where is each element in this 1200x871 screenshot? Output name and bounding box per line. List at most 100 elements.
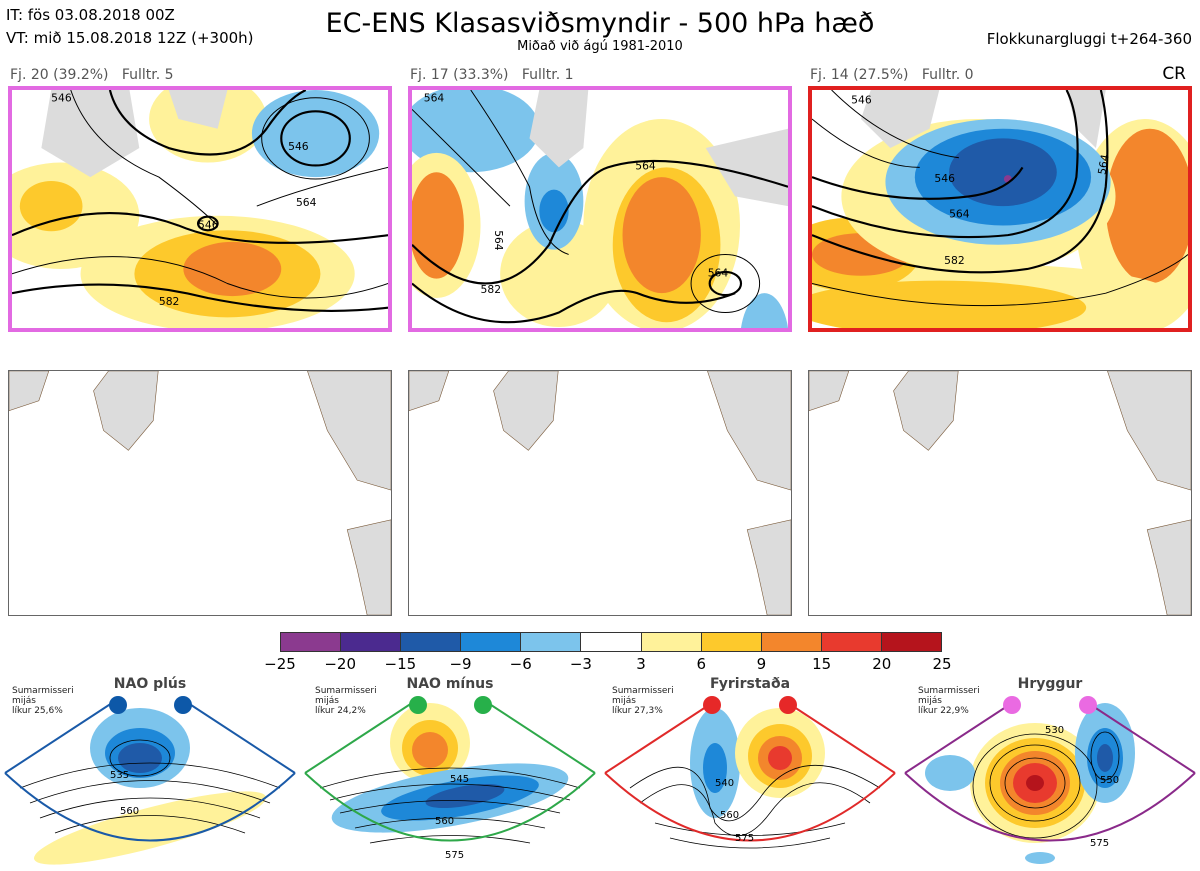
classification-window: Flokkunargluggi t+264-360 xyxy=(986,30,1192,48)
colorbar-tick-label: 25 xyxy=(932,655,952,673)
empty-map-3 xyxy=(808,370,1192,616)
cr-label: CR xyxy=(1162,64,1186,84)
colorbar-tick-label: 20 xyxy=(872,655,892,673)
note-line: mijás xyxy=(918,696,942,706)
contour-label: 564 xyxy=(708,267,729,280)
contour-label: 535 xyxy=(110,770,129,781)
contour-label: 564 xyxy=(296,196,317,209)
contour-label: 564 xyxy=(424,92,445,105)
regime-blocking-map: 540 560 575 xyxy=(604,696,896,849)
note-line: líkur 22,9% xyxy=(918,706,969,716)
regime-title-nao-plus: NAO plús xyxy=(113,676,187,692)
empty-map-2-land xyxy=(409,371,791,615)
valid-time: VT: mið 15.08.2018 12Z (+300h) xyxy=(6,29,254,47)
anomaly-colorbar xyxy=(280,632,942,652)
regime-ridge: 530 550 575 xyxy=(900,678,1200,871)
note-line: líkur 24,2% xyxy=(315,706,366,716)
colorbar-tick-label: −25 xyxy=(264,655,296,673)
cluster-map-1-plot: 546 546 564 582 546 xyxy=(12,90,388,328)
cluster-map-3[interactable]: 546 564 582 564 546 xyxy=(808,86,1192,332)
contour-label: 546 xyxy=(51,92,72,105)
note-line: mijás xyxy=(12,696,36,706)
empty-map-3-land xyxy=(809,371,1191,615)
regime-note-ridge: Sumarmisseri mijás líkur 22,9% xyxy=(918,686,980,716)
colorbar-swatch xyxy=(581,633,642,651)
contour-label: 560 xyxy=(720,810,739,821)
colorbar-tick-label: −3 xyxy=(569,655,592,673)
cluster-map-3-plot: 546 564 582 564 546 xyxy=(812,90,1188,328)
contour-label: 530 xyxy=(1045,725,1064,736)
panel-2-label: Fj. 17 (33.3%) Fulltr. 1 xyxy=(410,67,574,83)
page-title: EC-ENS Klasasviðsmyndir - 500 hPa hæð xyxy=(325,8,875,39)
note-line: Sumarmisseri xyxy=(12,686,74,696)
regime-title-nao-minus: NAO mínus xyxy=(406,676,494,692)
note-line: Sumarmisseri xyxy=(918,686,980,696)
contour-label: 550 xyxy=(1100,775,1119,786)
regime-title-ridge: Hryggur xyxy=(1017,676,1083,692)
note-line: líkur 25,6% xyxy=(12,706,63,716)
panel-1-label: Fj. 20 (39.2%) Fulltr. 5 xyxy=(10,67,174,83)
colorbar-swatch xyxy=(521,633,582,651)
colorbar-swatch xyxy=(881,633,942,651)
contour-label: 540 xyxy=(715,778,734,789)
colorbar-swatch xyxy=(641,633,702,651)
contour-label: 564 xyxy=(949,208,970,221)
contour-label: 546 xyxy=(851,94,872,107)
contour-label: 564 xyxy=(492,230,505,250)
empty-map-1-land xyxy=(9,371,391,615)
colorbar-swatch xyxy=(401,633,462,651)
regime-nao-plus-map: 535 560 xyxy=(4,696,296,865)
colorbar-tick-label: −20 xyxy=(324,655,356,673)
contour-label: 546 xyxy=(934,172,955,185)
regime-ridge-map: 530 550 575 xyxy=(904,696,1196,864)
colorbar-swatch xyxy=(761,633,822,651)
page-subtitle: Miðað við ágú 1981-2010 xyxy=(517,39,683,54)
note-line: mijás xyxy=(315,696,339,706)
contour-label: 582 xyxy=(159,295,180,308)
regime-note-nao-minus: Sumarmisseri mijás líkur 24,2% xyxy=(315,686,377,716)
colorbar-swatch xyxy=(461,633,522,651)
contour-label: 575 xyxy=(735,833,754,844)
contour-label: 546 xyxy=(288,140,309,153)
contour-label: 560 xyxy=(120,806,139,817)
colorbar-swatch xyxy=(821,633,882,651)
colorbar-tick-label: −15 xyxy=(384,655,417,673)
contour-label: 575 xyxy=(445,850,464,861)
contour-label: 582 xyxy=(944,254,965,267)
colorbar-swatch xyxy=(281,633,342,651)
regime-nao-plus: 535 560 xyxy=(0,678,300,871)
cluster-map-2-plot: 564 564 582 564 564 xyxy=(412,90,788,328)
regime-note-nao-plus: Sumarmisseri mijás líkur 25,6% xyxy=(12,686,74,716)
contour-label: 564 xyxy=(635,159,656,172)
contour-label: 575 xyxy=(1090,838,1109,849)
colorbar-tick-label: −9 xyxy=(449,655,472,673)
run-info: IT: fös 03.08.2018 00Z VT: mið 15.08.201… xyxy=(6,4,254,50)
empty-map-2 xyxy=(408,370,792,616)
note-line: Sumarmisseri xyxy=(315,686,377,696)
empty-map-1 xyxy=(8,370,392,616)
colorbar-swatch xyxy=(341,633,402,651)
contour-label: 582 xyxy=(481,283,502,296)
note-line: mijás xyxy=(612,696,636,706)
colorbar-tick-label: 3 xyxy=(636,655,646,673)
colorbar-tick-label: 9 xyxy=(756,655,767,673)
contour-label: 560 xyxy=(435,816,454,827)
init-time: IT: fös 03.08.2018 00Z xyxy=(6,6,175,24)
regime-blocking: 540 560 575 xyxy=(600,678,900,871)
contour-label: 545 xyxy=(450,774,469,785)
regime-note-blocking: Sumarmisseri mijás líkur 27,3% xyxy=(612,686,674,716)
note-line: líkur 27,3% xyxy=(612,706,663,716)
cluster-map-2[interactable]: 564 564 582 564 564 xyxy=(408,86,792,332)
note-line: Sumarmisseri xyxy=(612,686,674,696)
cluster-map-1[interactable]: 546 546 564 582 546 xyxy=(8,86,392,332)
regime-title-blocking: Fyrirstaða xyxy=(709,676,791,692)
colorbar-tick-label: 6 xyxy=(696,655,707,673)
colorbar-tick-label: −6 xyxy=(509,655,532,673)
regime-nao-minus: 545 560 575 xyxy=(300,678,600,871)
panel-3-label: Fj. 14 (27.5%) Fulltr. 0 xyxy=(810,67,974,83)
contour-label: 564 xyxy=(1095,153,1111,175)
colorbar-swatch xyxy=(701,633,762,651)
regime-nao-minus-map: 545 560 575 xyxy=(304,696,596,861)
colorbar-tick-label: 15 xyxy=(812,655,832,673)
contour-label: 546 xyxy=(198,218,219,231)
